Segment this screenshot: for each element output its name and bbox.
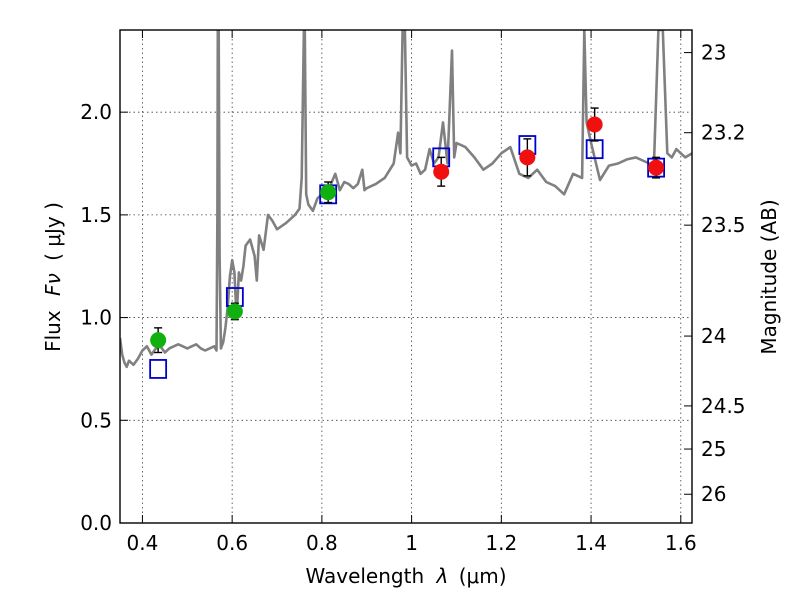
right-tick-label: 26 [701,482,726,506]
y-tick-label: 2.0 [80,100,112,124]
y-axis-title-unit: ( μJy ) [41,202,65,261]
observed-photometry-point [433,163,450,180]
y-axis-title: Flux Fν ( μJy ) [41,202,65,352]
x-axis-title-unit: (μm) [459,564,507,588]
plot-frame [119,29,693,524]
plot-area [120,30,692,379]
right-tick-label: 25 [701,437,726,461]
data-points-layer [149,107,666,379]
model-spectrum-line [120,30,692,369]
right-tick-label: 24 [701,324,726,348]
y-tick-label: 0.5 [80,408,112,432]
y-tick-label: 1.0 [80,306,112,330]
observed-photometry-point [586,116,603,133]
right-tick-label: 23 [701,41,726,65]
right-tick-label: 24.5 [701,394,746,418]
model-spectrum-layer [120,30,692,369]
right-axis-title: Magnitude (AB) [757,199,781,354]
right-tick-label: 23.2 [701,121,746,145]
right-tick-label: 23.5 [701,213,746,237]
y-tick-label: 0.0 [80,511,112,535]
x-axis-title: Wavelength λ (μm) [305,564,506,588]
model-photometry-square [149,359,168,379]
y-axis-title-text: Flux [41,310,65,352]
observed-photometry-point [226,303,243,320]
x-tick-label: 0.6 [216,531,248,555]
axis-ticks: 0.4 0.6 0.8 1 1.2 1.4 1.6 0.0 0.5 1.0 1.5 2.0 23 23.2… [80,30,746,555]
x-tick-label: 1.6 [665,531,697,555]
x-axis-title-text: Wavelength [305,564,424,588]
x-tick-label: 0.8 [306,531,338,555]
x-tick-label: 1 [405,531,418,555]
x-tick-label: 1.4 [575,531,607,555]
observed-photometry-point [519,149,536,166]
x-tick-label: 1.2 [485,531,517,555]
x-tick-label: 0.4 [127,531,159,555]
y-tick-label: 1.5 [80,203,112,227]
observed-photometry-point [648,159,665,176]
grid-lines [120,30,692,524]
y-axis-title-symbol: Fν [41,273,65,296]
observed-photometry-point [150,332,167,349]
x-axis-title-symbol: λ [436,564,449,588]
observed-photometry-point [320,184,337,201]
